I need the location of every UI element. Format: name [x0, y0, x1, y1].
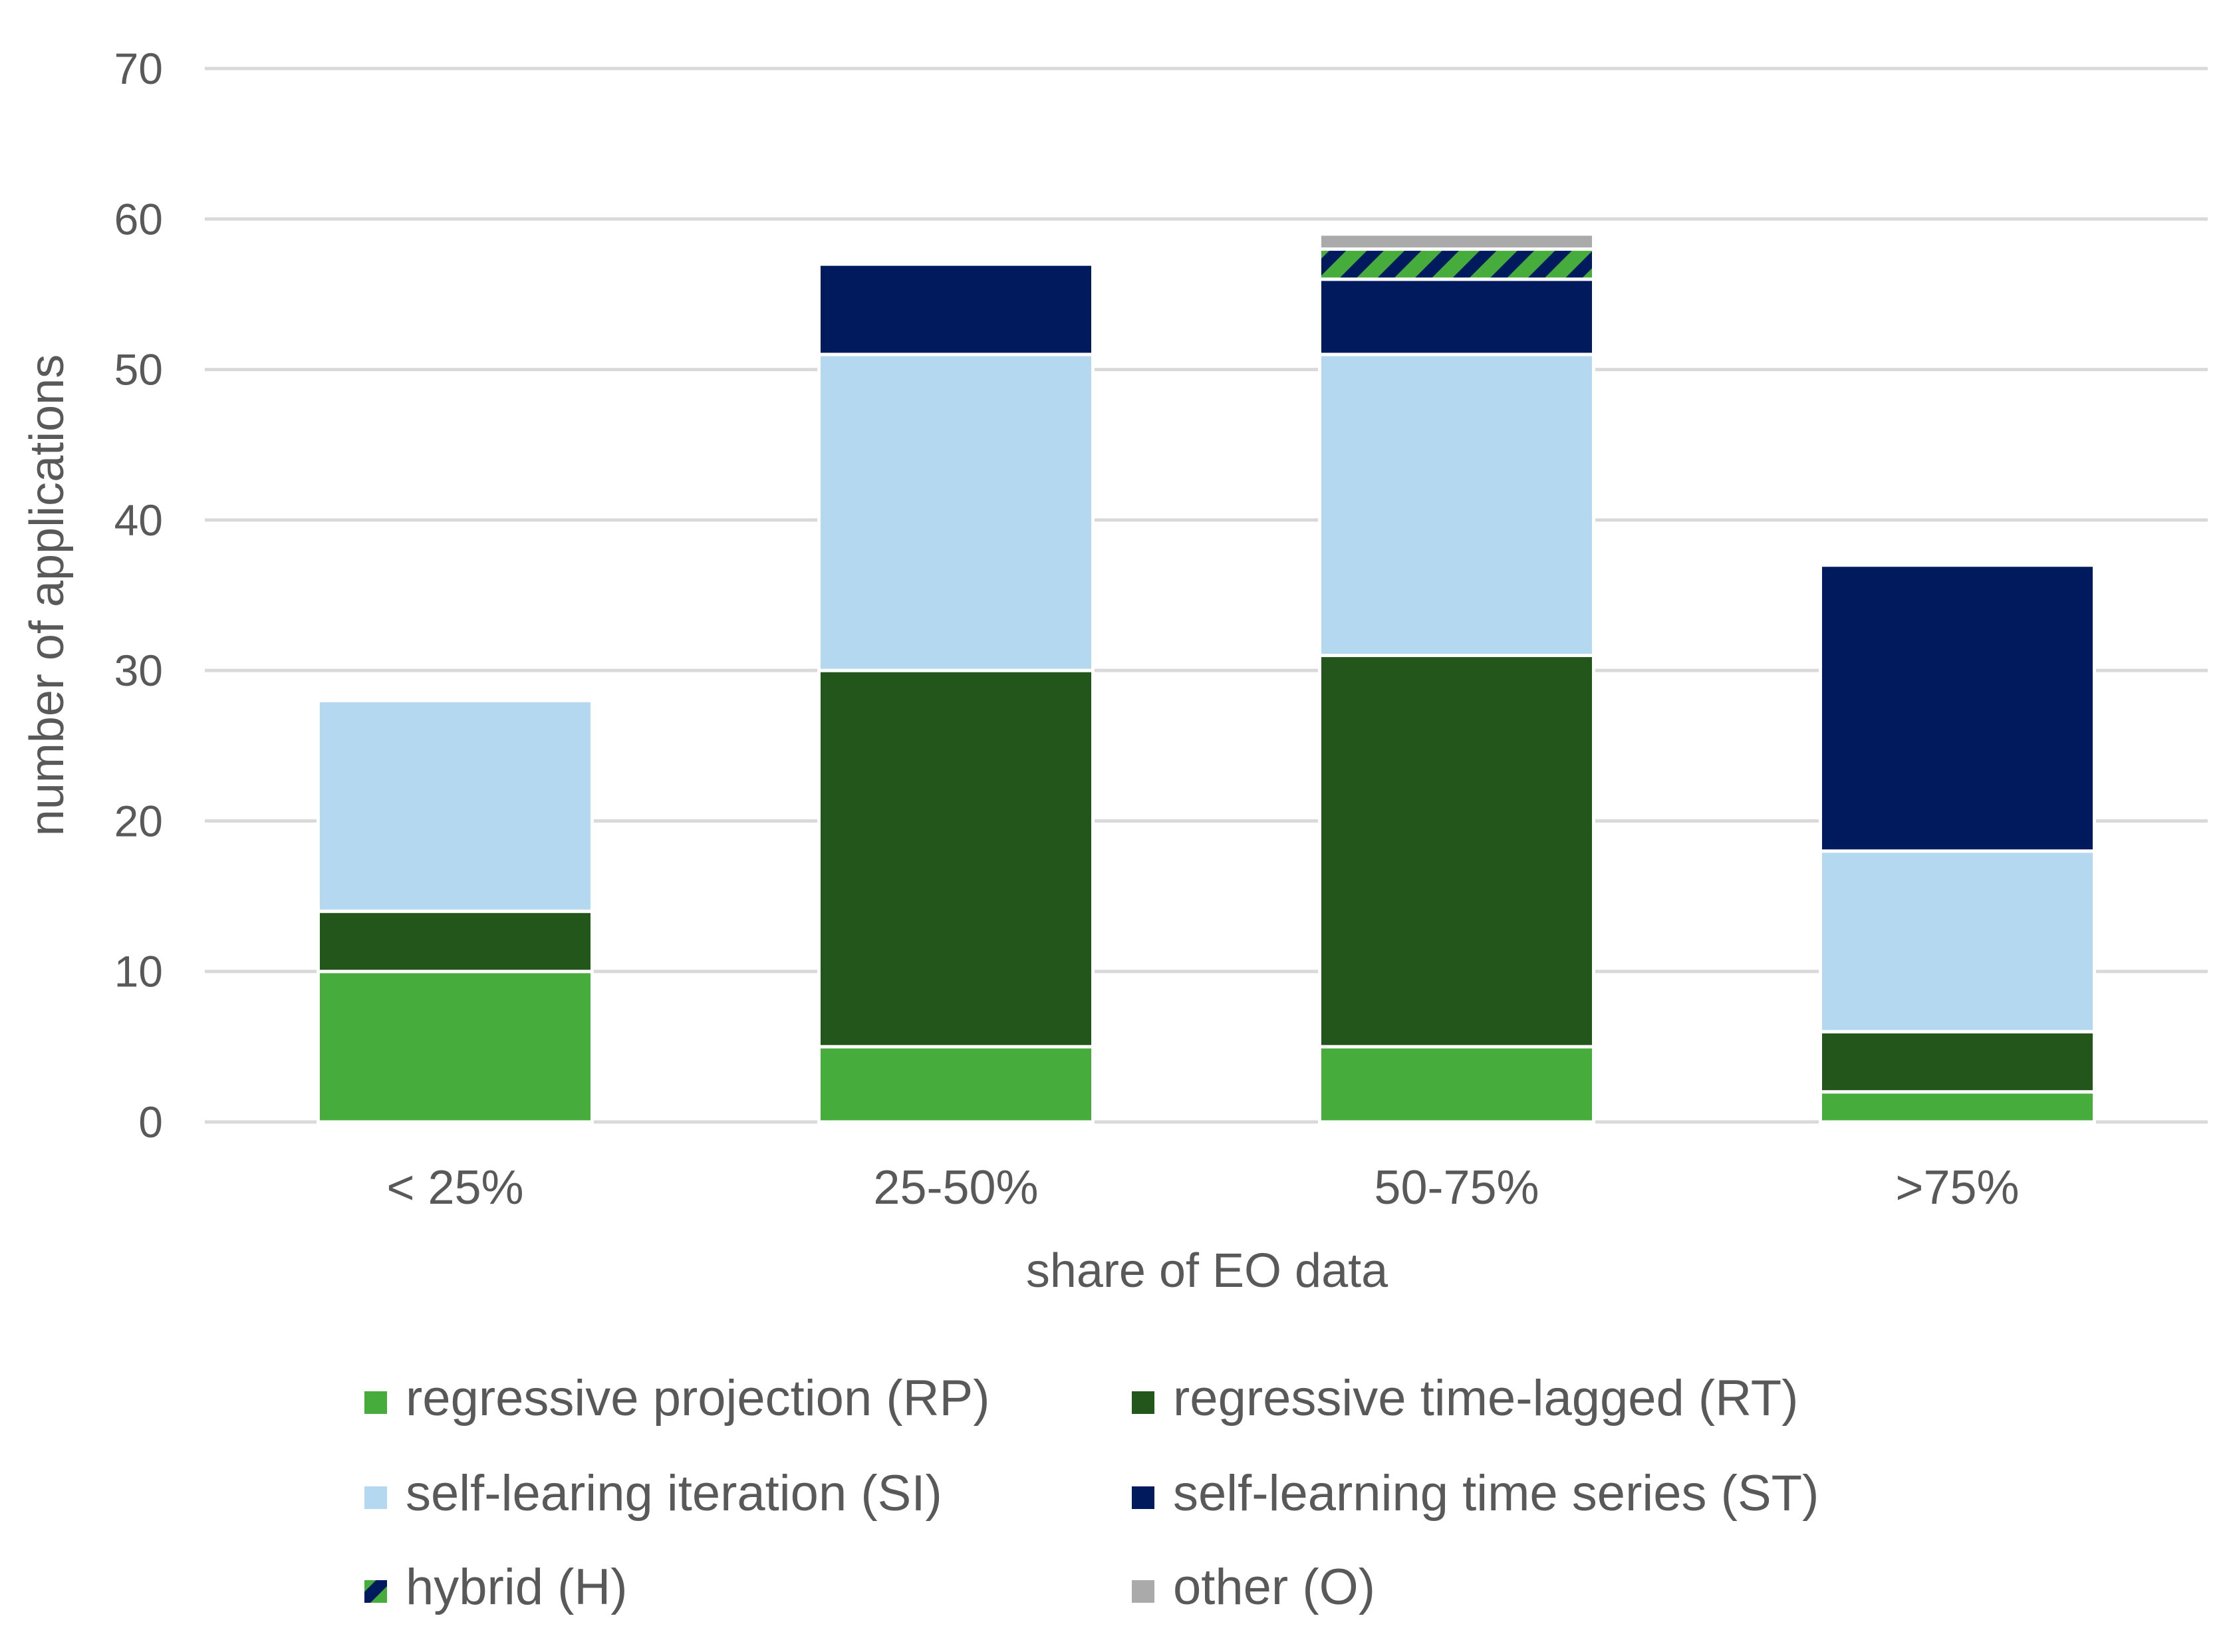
- legend: regressive projection (RP) regressive tim…: [364, 1370, 1819, 1615]
- bar-segment-2-2: [1318, 352, 1595, 658]
- bar-segment-3-0: [1819, 1090, 2096, 1124]
- bar-segment-3-1: [1819, 1030, 2096, 1094]
- legend-swatch-1: [1132, 1391, 1154, 1414]
- legend-swatch-5: [1132, 1580, 1154, 1603]
- y-axis-title: number of applications: [21, 354, 74, 836]
- legend-label-0: regressive projection (RP): [406, 1370, 990, 1427]
- y-tick-label: 40: [114, 495, 163, 545]
- y-tick-label: 60: [114, 194, 163, 243]
- y-axis-ticks: 0 10 20 30 40 50 60 70: [114, 44, 163, 1147]
- bar-segment-0-1: [317, 909, 594, 974]
- legend-label-5: other (O): [1173, 1559, 1375, 1615]
- y-tick-label: 30: [114, 646, 163, 695]
- bar-segment-1-2: [817, 352, 1095, 672]
- y-tick-label: 50: [114, 345, 163, 394]
- bars: [317, 232, 2096, 1124]
- bar-segment-2-0: [1318, 1045, 1595, 1124]
- legend-label-3: self-learning time series (ST): [1173, 1465, 1819, 1522]
- legend-label-1: regressive time-lagged (RT): [1173, 1370, 1798, 1427]
- bar-segment-1-0: [817, 1045, 1095, 1124]
- bar-segment-2-5: [1318, 232, 1595, 251]
- y-tick-label: 10: [114, 947, 163, 996]
- legend-swatch-3: [1132, 1486, 1154, 1509]
- bar-segment-2-4: [1318, 247, 1595, 281]
- bar-segment-3-3: [1819, 563, 2096, 853]
- bar-segment-1-1: [817, 668, 1095, 1049]
- bar-segment-2-1: [1318, 654, 1595, 1049]
- bar-segment-3-2: [1819, 849, 2096, 1033]
- x-tick-label: 50-75%: [1374, 1161, 1539, 1214]
- y-tick-label: 20: [114, 796, 163, 845]
- legend-swatch-0: [364, 1391, 387, 1414]
- x-axis-title: share of EO data: [1026, 1244, 1388, 1298]
- y-tick-label: 0: [138, 1097, 163, 1147]
- legend-swatch-2: [364, 1486, 387, 1509]
- x-tick-label: >75%: [1895, 1161, 2019, 1214]
- bar-segment-1-3: [817, 262, 1095, 356]
- bar-segment-0-2: [317, 698, 594, 913]
- bar-segment-2-3: [1318, 277, 1595, 356]
- x-tick-label: 25-50%: [873, 1161, 1038, 1214]
- bar-segment-0-0: [317, 970, 594, 1124]
- x-axis-ticks: < 25% 25-50% 50-75% >75%: [386, 1161, 2019, 1214]
- legend-swatch-4: [364, 1580, 387, 1603]
- x-tick-label: < 25%: [386, 1161, 523, 1214]
- y-tick-label: 70: [114, 44, 163, 93]
- legend-label-4: hybrid (H): [406, 1559, 628, 1615]
- legend-label-2: self-learing iteration (SI): [406, 1465, 942, 1522]
